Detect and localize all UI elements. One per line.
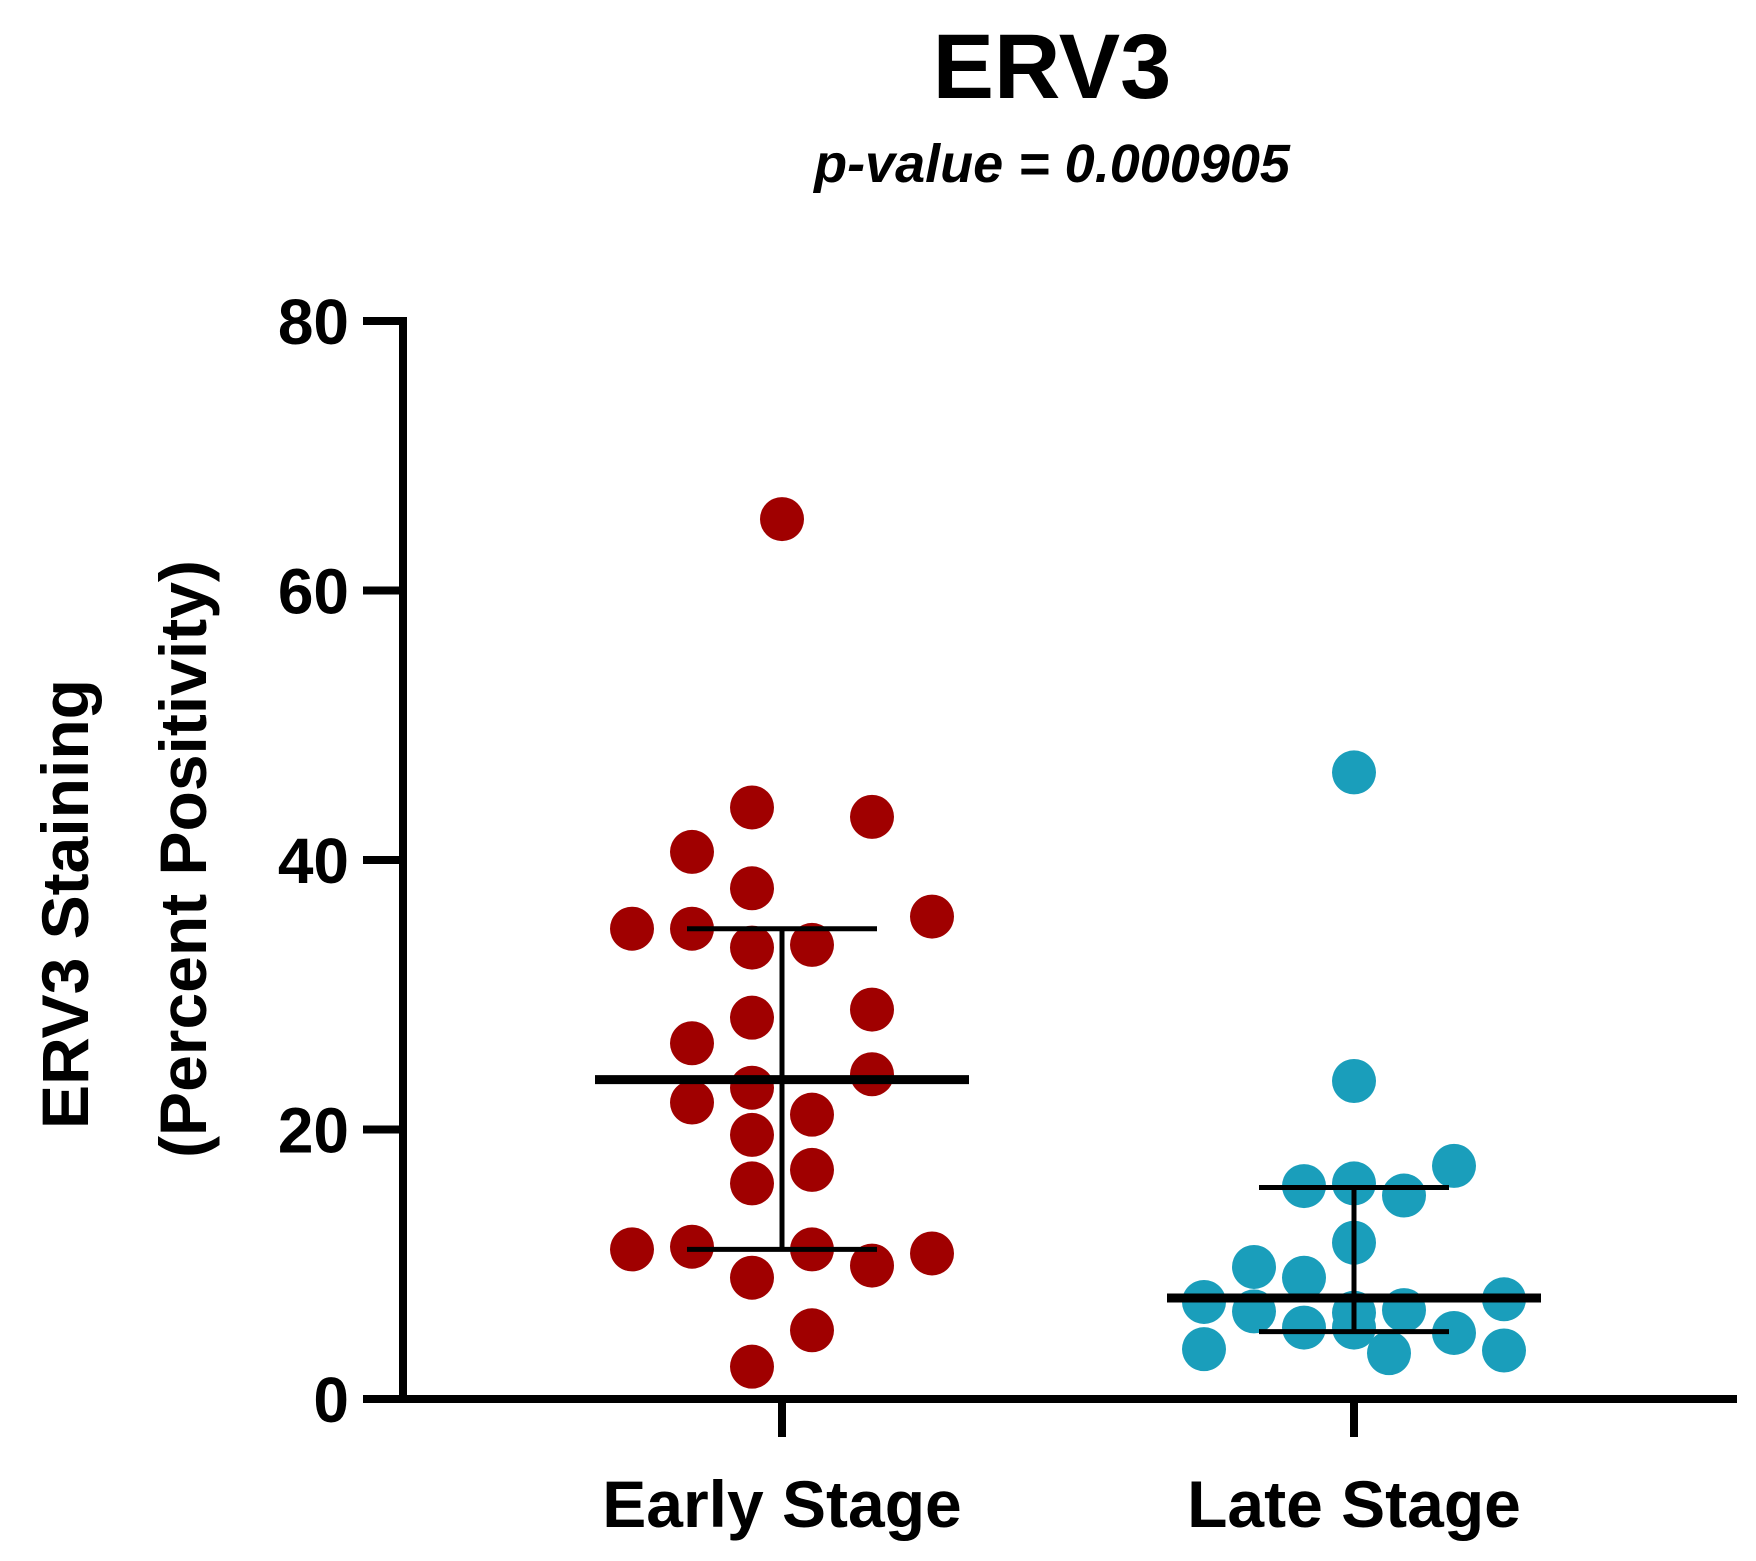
data-point [790, 1092, 834, 1137]
data-point [730, 1112, 774, 1157]
data-point [1282, 1305, 1326, 1350]
data-point [910, 894, 954, 939]
data-point [730, 925, 774, 970]
data-point [670, 1021, 714, 1066]
data-point [790, 1147, 834, 1192]
axes [399, 317, 1737, 1437]
y-tick-label-40: 40 [278, 825, 349, 897]
data-point [1332, 750, 1376, 795]
data-point [850, 1243, 894, 1288]
data-point [730, 1065, 774, 1110]
data-point [760, 497, 804, 542]
data-point [730, 1161, 774, 1206]
data-point [1232, 1244, 1276, 1289]
data-point [1382, 1173, 1426, 1218]
data-point [610, 1227, 654, 1272]
data-point [850, 987, 894, 1032]
y-axis-ticks: 0 20 40 60 80 [278, 286, 403, 1436]
data-point [730, 1255, 774, 1300]
data-points [610, 497, 1526, 1389]
category-label-early-stage: Early Stage [602, 1467, 962, 1541]
data-point [790, 922, 834, 967]
category-label-late-stage: Late Stage [1187, 1467, 1521, 1541]
data-point [1432, 1310, 1476, 1355]
data-point [670, 1224, 714, 1269]
data-point [850, 1052, 894, 1097]
data-point [850, 794, 894, 839]
data-point [1332, 1161, 1376, 1206]
y-tick-label-80: 80 [278, 286, 349, 358]
y-axis-label-line2: (Percent Positivity) [146, 560, 220, 1158]
data-point [670, 1080, 714, 1125]
data-point [730, 785, 774, 830]
chart-subtitle: p-value = 0.000905 [812, 134, 1291, 194]
data-point [1432, 1143, 1476, 1188]
summary-bars [595, 926, 1541, 1335]
data-point [670, 829, 714, 874]
data-point [610, 906, 654, 951]
y-tick-label-0: 0 [313, 1364, 349, 1436]
y-tick-label-60: 60 [278, 556, 349, 628]
chart-title: ERV3 [933, 16, 1172, 118]
y-tick-label-20: 20 [278, 1095, 349, 1167]
data-point [790, 1308, 834, 1353]
y-axis-label-line1: ERV3 Staining [28, 679, 102, 1129]
data-point [1332, 1058, 1376, 1103]
data-point [730, 995, 774, 1040]
data-point [730, 1344, 774, 1389]
data-point [910, 1231, 954, 1276]
data-point [1367, 1331, 1411, 1376]
data-point [1182, 1327, 1226, 1372]
data-point [730, 866, 774, 911]
data-point [1482, 1328, 1526, 1373]
data-point [1282, 1255, 1326, 1300]
